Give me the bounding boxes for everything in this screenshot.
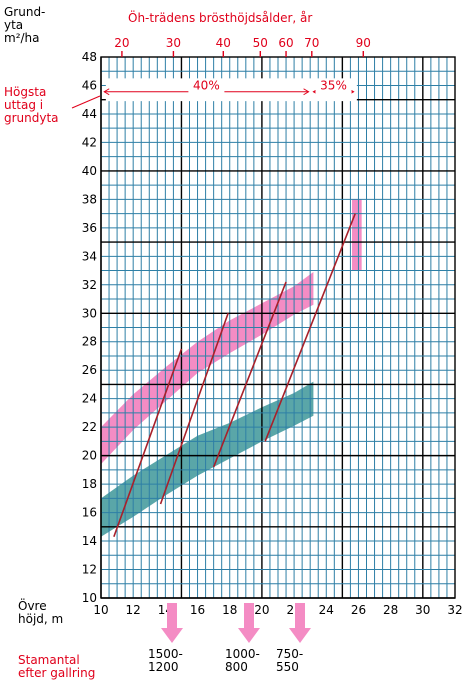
x-tick-label: 26 [351,603,366,617]
highest-removal-label: Högsta uttag i grundyta [4,85,59,125]
y-tick-label: 16 [82,506,97,520]
y-tick-label: 26 [82,363,97,377]
top-tick-label: 90 [356,36,371,50]
thinning-line [159,312,229,505]
x-tick-label: 30 [415,603,430,617]
removal-arrow-head [303,88,310,96]
x-tick-label: 32 [447,603,462,617]
removal-arrow-head [103,88,110,96]
top-tick-label: 40 [216,36,231,50]
y-tick-label: 10 [82,591,97,605]
y-tick-label: 48 [82,50,97,64]
y-tick-label: 28 [82,335,97,349]
top-tick-label: 30 [166,36,181,50]
y-tick-label: 36 [82,221,97,235]
y-tick-label: 34 [82,249,97,263]
x-tick-label: 16 [190,603,205,617]
top-band [352,199,362,271]
y-tick-label: 38 [82,192,97,206]
stem-arrow [289,603,311,643]
y-tick-label: 22 [82,420,97,434]
top-tick-label: 60 [278,36,293,50]
y-axis-title: Grund- yta m²/ha [4,5,46,45]
y-tick-label: 12 [82,563,97,577]
stem-arrow [161,603,183,643]
y-tick-label: 40 [82,164,97,178]
top-tick-label: 20 [114,36,129,50]
x-tick-label: 28 [383,603,398,617]
y-tick-label: 20 [82,449,97,463]
stem-count-value: 1500-1200 [148,647,183,674]
y-tick-label: 32 [82,278,97,292]
removal-label: 40% [193,79,220,93]
x-tick-label: 20 [254,603,269,617]
x-tick-label: 12 [126,603,141,617]
removal-strip [105,78,357,102]
upper-band [101,271,314,465]
removal-label-bg [188,79,225,101]
thinning-line [212,281,287,468]
thinning-line [113,348,183,538]
top-tick-label: 70 [304,36,319,50]
top-tick-label: 50 [253,36,268,50]
x-tick-label: 18 [222,603,237,617]
thinning-line [264,213,356,442]
stem-arrow [238,603,260,643]
stem-count-value: 750-550 [276,647,303,674]
removal-pointer [71,95,101,109]
y-tick-label: 44 [82,107,97,121]
y-tick-label: 24 [82,392,97,406]
x-axis-title: Övre höjd, m [18,599,64,626]
top-axis-title: Öh-trädens brösthöjdsålder, år [128,11,313,25]
x-tick-label: 24 [319,603,334,617]
plot-frame [100,56,456,599]
removal-label: 35% [320,79,347,93]
stem-count-value: 1000-800 [225,647,260,674]
y-tick-label: 30 [82,306,97,320]
grid [100,56,456,599]
y-tick-label: 42 [82,135,97,149]
y-tick-label: 14 [82,534,97,548]
stem-count-label: Stamantal efter gallring [18,653,96,680]
x-tick-label: 10 [93,603,108,617]
y-tick-label: 18 [82,477,97,491]
y-tick-label: 46 [82,78,97,92]
removal-label-bg [315,79,352,101]
